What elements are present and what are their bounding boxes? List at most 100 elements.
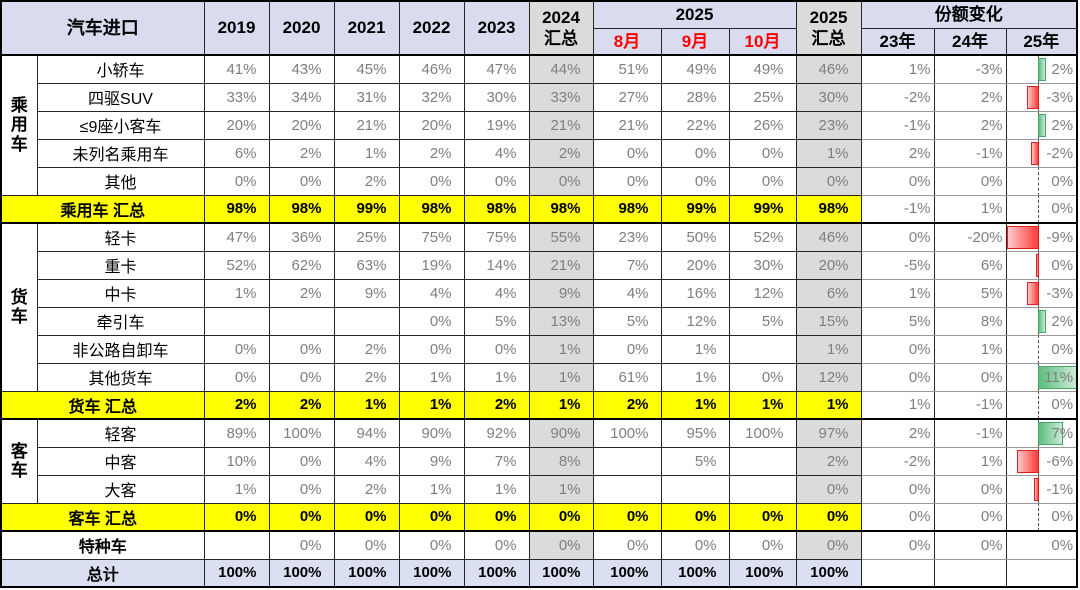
share-change-bar — [1027, 281, 1039, 305]
cell: 52% — [203, 250, 270, 280]
cell: 1% — [528, 334, 594, 364]
share-change-value: 2% — [1051, 312, 1074, 330]
cell-share-change: 0% — [860, 362, 935, 392]
cell: 5% — [463, 306, 530, 336]
cell-share-bar: 2% — [1005, 110, 1078, 140]
col-share-23年: 23年 — [860, 27, 935, 56]
cell-share-change: -2% — [860, 446, 935, 476]
cell: 0% — [528, 166, 594, 196]
cell: 1% — [795, 138, 862, 168]
cell: 32% — [398, 82, 465, 112]
table-row: 乘 用 车小轿车 41% 43% 45% 46% 47% 44% 51% 49% 49% 46% 1%… — [0, 54, 1078, 196]
cell: 30% — [463, 82, 530, 112]
cell: 0% — [592, 166, 662, 196]
cell: 46% — [795, 54, 862, 84]
cell: 49% — [728, 54, 797, 84]
zero-axis-line — [1037, 196, 1039, 221]
cell-share-change: 0% — [860, 530, 935, 560]
cell: 1% — [398, 390, 465, 420]
cell: 0% — [398, 166, 465, 196]
cell: 12% — [728, 278, 797, 308]
share-change-value: -3% — [1046, 88, 1074, 106]
cell: 2% — [398, 138, 465, 168]
row-label: ≤9座小客车 — [36, 110, 205, 140]
cell — [728, 334, 797, 364]
share-change-value: -9% — [1046, 228, 1074, 246]
table-row: 客车 汇总 0% 0% 0% 0% 0% 0% 0% 0% 0% 0% 0% 0% 0% — [0, 502, 1078, 532]
table-row: ≤9座小客车 20% 20% 21% 20% 19% 21% 21% 22% 26% 23% -1% 2… — [1, 110, 1078, 140]
cell: 0% — [592, 530, 662, 560]
cell: 4% — [463, 278, 530, 308]
cell-share-bar: 0% — [1005, 194, 1078, 224]
cell: 25% — [728, 82, 797, 112]
cell: 23% — [795, 110, 862, 140]
table-row: 四驱SUV 33% 34% 31% 32% 30% 33% 27% 28% 25% 30% -2% 2%… — [1, 82, 1078, 112]
cell-share-change: -1% — [860, 110, 935, 140]
cell-share-bar: 11% — [1005, 362, 1078, 392]
cell — [592, 446, 662, 476]
group-label: 乘 用 车 — [0, 54, 38, 196]
cell: 0% — [795, 502, 862, 532]
table-header: 汽车进口 2019 2020 2021 2022 2023 2024 汇总 2025 2025 … — [0, 0, 1078, 56]
cell-share-change — [933, 558, 1007, 588]
share-change-bar — [1037, 309, 1046, 333]
cell-share-change: 1% — [933, 194, 1007, 224]
cell: 5% — [728, 306, 797, 336]
cell: 1% — [398, 362, 465, 392]
cell-share-change: 0% — [860, 334, 935, 364]
share-change-bar — [1037, 422, 1064, 445]
cell: 20% — [398, 110, 465, 140]
cell-share-change: 0% — [860, 222, 935, 252]
cell: 75% — [398, 222, 465, 252]
col-year-2021: 2021 — [333, 0, 400, 56]
cell: 6% — [795, 278, 862, 308]
share-change-bar — [1016, 449, 1039, 473]
cell: 7% — [463, 446, 530, 476]
cell: 16% — [660, 278, 730, 308]
col-month-9月: 9月 — [660, 27, 730, 56]
share-change-value: -2% — [1046, 144, 1074, 162]
cell: 95% — [660, 418, 730, 448]
zero-axis-line — [1037, 336, 1039, 362]
cell: 2% — [463, 390, 530, 420]
cell: 63% — [333, 250, 400, 280]
cell: 0% — [398, 334, 465, 364]
cell: 15% — [795, 306, 862, 336]
cell: 98% — [463, 194, 530, 224]
cell: 20% — [268, 110, 335, 140]
cell: 98% — [268, 194, 335, 224]
share-change-bar — [1007, 226, 1039, 249]
cell: 44% — [528, 54, 594, 84]
cell: 21% — [333, 110, 400, 140]
cell — [203, 530, 270, 560]
cell: 0% — [268, 502, 335, 532]
cell: 12% — [660, 306, 730, 336]
cell: 1% — [398, 474, 465, 504]
cell: 0% — [728, 502, 797, 532]
col-2024-total: 2024 汇总 — [528, 0, 594, 56]
cell — [203, 306, 270, 336]
cell: 49% — [660, 54, 730, 84]
cell: 1% — [660, 390, 730, 420]
col-share-25年: 25年 — [1005, 27, 1078, 56]
cell: 21% — [528, 110, 594, 140]
cell — [268, 306, 335, 336]
cell: 75% — [463, 222, 530, 252]
group-label: 客 车 — [0, 418, 38, 504]
col-group-share-change: 份额变化 — [860, 0, 1078, 29]
cell: 0% — [660, 138, 730, 168]
row-label: 特种车 — [0, 530, 205, 560]
cell: 89% — [203, 418, 270, 448]
cell-share-change: 2% — [933, 82, 1007, 112]
cell-share-change: -2% — [860, 82, 935, 112]
cell-share-bar — [1005, 558, 1078, 588]
cell: 2% — [333, 334, 400, 364]
cell — [728, 474, 797, 504]
share-change-value: -6% — [1046, 452, 1074, 470]
cell: 14% — [463, 250, 530, 280]
cell-share-change: 0% — [933, 502, 1007, 532]
cell: 19% — [463, 110, 530, 140]
row-label: 中客 — [36, 446, 205, 476]
zero-axis-line — [1037, 168, 1039, 194]
